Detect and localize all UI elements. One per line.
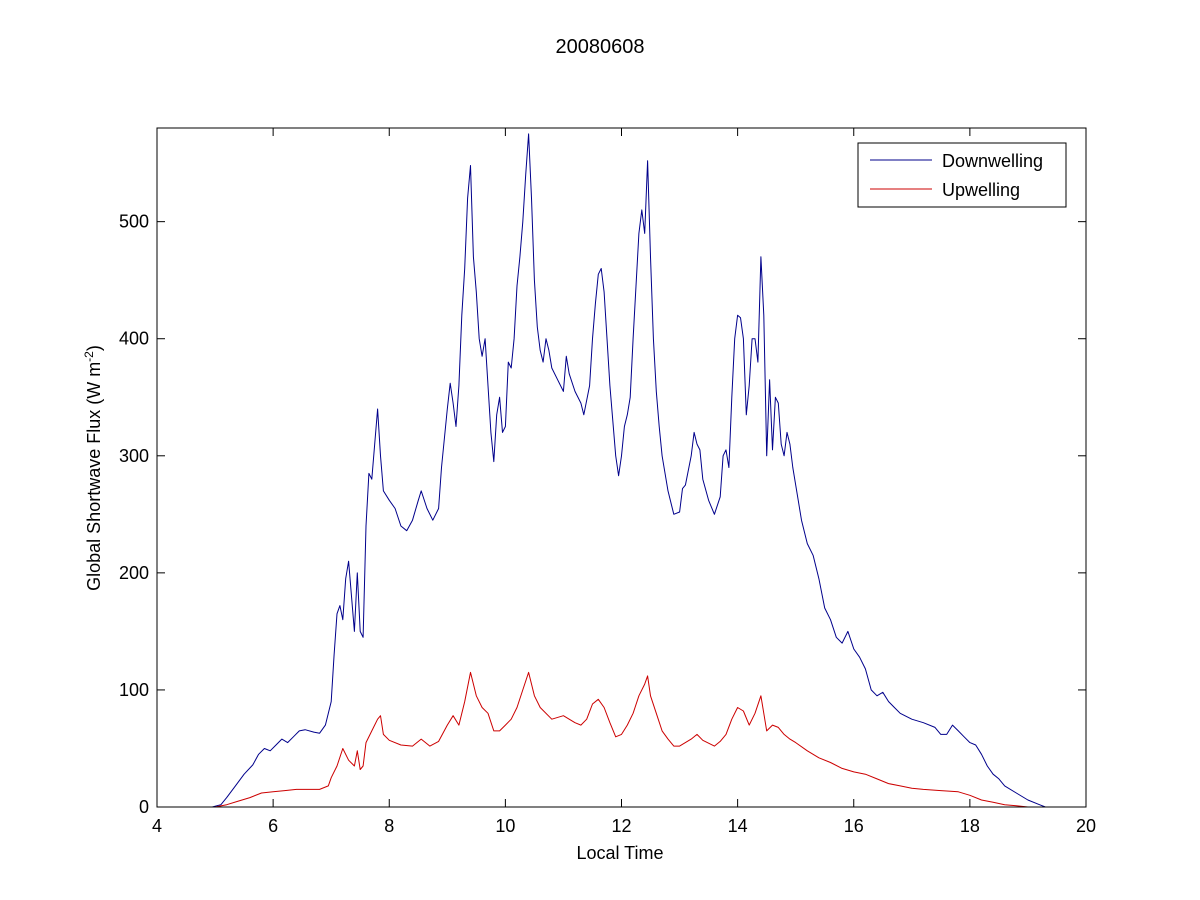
y-tick-label: 100 [119, 680, 149, 700]
chart-title: 20080608 [556, 36, 645, 58]
x-axis-label: Local Time [576, 843, 663, 863]
y-axis-label-close: ) [84, 345, 104, 351]
x-tick-label: 16 [844, 816, 864, 836]
legend-label-upwelling: Upwelling [942, 180, 1020, 200]
x-tick-label: 4 [152, 816, 162, 836]
x-tick-label: 8 [384, 816, 394, 836]
x-tick-label: 12 [611, 816, 631, 836]
y-axis-label: Global Shortwave Flux (W m-2) [82, 345, 104, 591]
x-tick-label: 6 [268, 816, 278, 836]
legend-box [857, 142, 1067, 208]
y-tick-label: 200 [119, 563, 149, 583]
y-tick-label: 400 [119, 329, 149, 349]
series-line-upwelling [215, 671, 1028, 808]
y-axis-ticks: 0 100 200 300 400 500 [119, 212, 1086, 817]
legend-label-downwelling: Downwelling [942, 151, 1043, 171]
y-tick-label: 500 [119, 212, 149, 232]
x-axis-ticks: 4 6 8 10 12 14 16 18 20 [152, 128, 1096, 836]
series-line-downwelling [212, 133, 1046, 808]
x-tick-label: 20 [1076, 816, 1096, 836]
x-tick-label: 10 [495, 816, 515, 836]
legend: Downwelling Upwelling [857, 142, 1067, 208]
y-axis-label-superscript: -2 [82, 351, 96, 362]
y-tick-label: 300 [119, 446, 149, 466]
y-axis-label-main: Global Shortwave Flux (W m [84, 362, 104, 591]
y-tick-label: 0 [139, 797, 149, 817]
x-tick-label: 18 [960, 816, 980, 836]
x-tick-label: 14 [728, 816, 748, 836]
series-layer [212, 133, 1046, 808]
